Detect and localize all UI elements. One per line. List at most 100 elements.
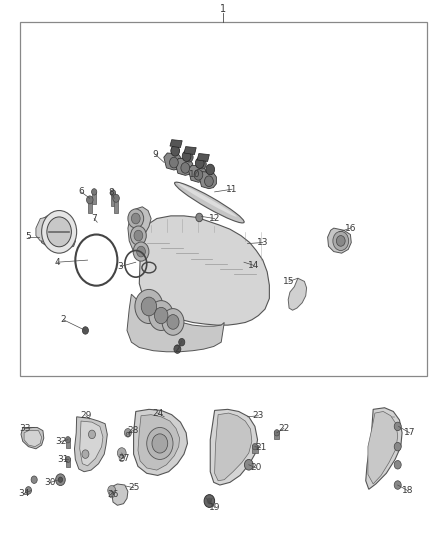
Circle shape xyxy=(131,226,146,245)
Polygon shape xyxy=(188,165,206,182)
Circle shape xyxy=(42,211,77,253)
Circle shape xyxy=(92,189,97,195)
Circle shape xyxy=(108,486,116,495)
Polygon shape xyxy=(366,408,402,489)
Circle shape xyxy=(134,230,143,241)
Circle shape xyxy=(394,442,401,451)
Text: 2: 2 xyxy=(175,345,180,353)
Polygon shape xyxy=(175,158,193,175)
Text: 32: 32 xyxy=(56,437,67,446)
Ellipse shape xyxy=(175,182,244,223)
Bar xyxy=(274,431,279,439)
Circle shape xyxy=(274,430,279,436)
Polygon shape xyxy=(215,413,252,481)
Circle shape xyxy=(171,146,179,155)
Text: 21: 21 xyxy=(255,443,266,452)
Circle shape xyxy=(394,481,401,489)
Circle shape xyxy=(174,345,181,353)
Polygon shape xyxy=(368,411,398,484)
Circle shape xyxy=(86,196,93,204)
Text: 17: 17 xyxy=(404,429,415,437)
Circle shape xyxy=(336,236,345,246)
Circle shape xyxy=(204,495,215,507)
Text: 6: 6 xyxy=(78,188,84,196)
Text: 20: 20 xyxy=(251,464,262,472)
Circle shape xyxy=(47,217,71,247)
Circle shape xyxy=(198,159,206,169)
Text: 30: 30 xyxy=(45,478,56,487)
Text: 12: 12 xyxy=(209,214,220,223)
Text: 33: 33 xyxy=(20,424,31,433)
Text: 18: 18 xyxy=(402,486,413,495)
Text: 8: 8 xyxy=(109,189,115,197)
Circle shape xyxy=(207,498,212,504)
Circle shape xyxy=(194,169,203,180)
Circle shape xyxy=(206,164,215,175)
Text: 7: 7 xyxy=(91,214,97,223)
Text: 5: 5 xyxy=(25,232,32,241)
Circle shape xyxy=(65,456,71,463)
Circle shape xyxy=(167,314,179,329)
Polygon shape xyxy=(328,228,351,253)
Circle shape xyxy=(135,289,163,324)
Circle shape xyxy=(170,157,178,168)
Circle shape xyxy=(56,474,65,486)
Text: 15: 15 xyxy=(283,277,295,286)
Polygon shape xyxy=(139,216,269,325)
Circle shape xyxy=(394,461,401,469)
Circle shape xyxy=(182,151,191,161)
Text: 22: 22 xyxy=(278,424,290,433)
Text: 2: 2 xyxy=(61,316,66,324)
Circle shape xyxy=(117,448,126,458)
Bar xyxy=(88,200,92,213)
Text: 14: 14 xyxy=(248,261,260,270)
Bar xyxy=(66,458,70,467)
Bar xyxy=(252,445,258,453)
Text: 19: 19 xyxy=(209,503,220,512)
Circle shape xyxy=(195,158,204,168)
Polygon shape xyxy=(164,153,181,170)
Ellipse shape xyxy=(178,183,237,217)
Bar xyxy=(66,438,70,448)
Circle shape xyxy=(394,422,401,431)
Circle shape xyxy=(152,434,168,453)
Circle shape xyxy=(196,213,203,222)
Circle shape xyxy=(113,195,119,203)
Circle shape xyxy=(82,450,89,458)
Polygon shape xyxy=(36,215,75,246)
Circle shape xyxy=(25,487,32,494)
Circle shape xyxy=(133,242,149,261)
Polygon shape xyxy=(288,278,307,310)
Circle shape xyxy=(128,209,144,228)
Polygon shape xyxy=(24,431,42,447)
Circle shape xyxy=(110,190,116,196)
Circle shape xyxy=(244,459,253,470)
Circle shape xyxy=(141,297,157,316)
Circle shape xyxy=(124,429,131,437)
Circle shape xyxy=(155,308,168,324)
Text: 3: 3 xyxy=(117,262,124,271)
Polygon shape xyxy=(184,147,196,155)
Bar xyxy=(20,22,427,376)
Circle shape xyxy=(205,176,213,187)
Polygon shape xyxy=(80,421,103,466)
Circle shape xyxy=(147,427,173,459)
Polygon shape xyxy=(138,415,180,470)
Circle shape xyxy=(171,146,180,156)
Polygon shape xyxy=(199,172,216,189)
Polygon shape xyxy=(197,154,209,161)
Circle shape xyxy=(149,301,173,330)
Circle shape xyxy=(88,430,95,439)
Text: 34: 34 xyxy=(18,489,29,498)
Text: 29: 29 xyxy=(80,411,92,420)
Text: 28: 28 xyxy=(127,426,138,435)
Circle shape xyxy=(31,476,37,483)
Circle shape xyxy=(131,213,140,224)
Circle shape xyxy=(333,231,349,251)
Text: 13: 13 xyxy=(257,238,268,247)
Circle shape xyxy=(58,477,63,482)
Circle shape xyxy=(179,338,185,346)
Polygon shape xyxy=(127,294,224,352)
Text: 11: 11 xyxy=(226,185,238,193)
Polygon shape xyxy=(74,417,107,472)
